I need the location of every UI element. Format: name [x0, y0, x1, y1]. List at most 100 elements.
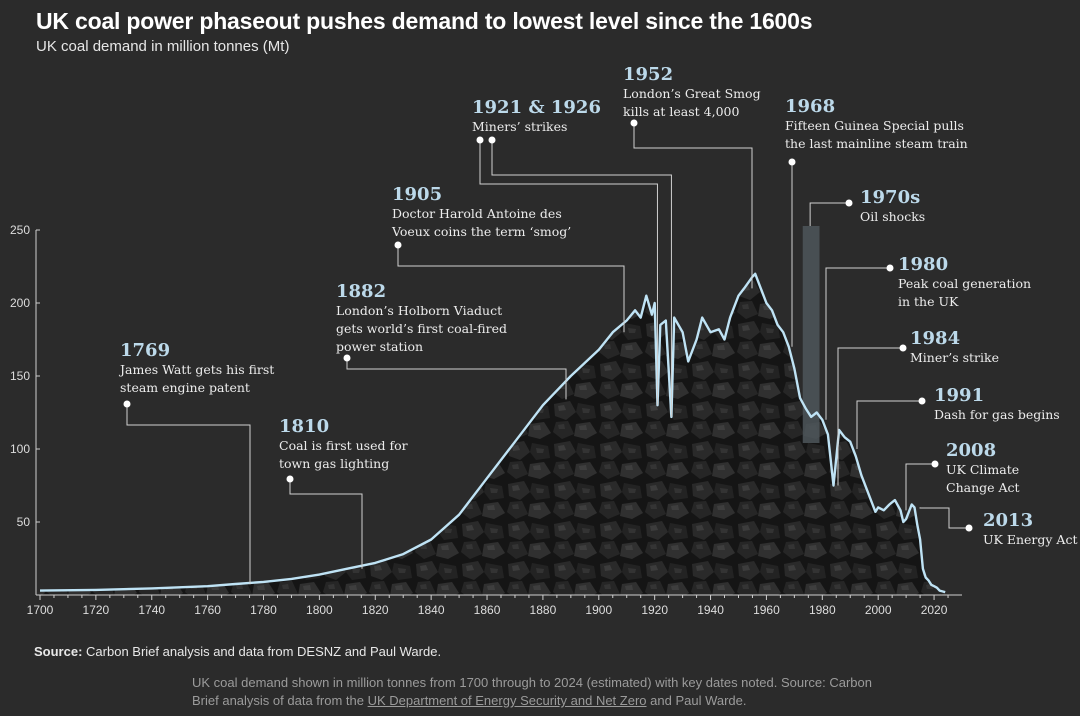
demand-line	[39, 272, 946, 594]
annotation-dot-1926	[488, 136, 496, 144]
annotation-dot-1980	[886, 264, 894, 272]
x-tick-label-2000: 2000	[865, 603, 892, 617]
leader-line-1952	[633, 123, 753, 289]
annotation-year-1905: 1905	[392, 184, 442, 205]
leader-line-1921	[479, 140, 658, 406]
x-tick-label-1840: 1840	[418, 603, 445, 617]
x-tick-label-1760: 1760	[194, 603, 221, 617]
annotation-dot-1984	[899, 344, 907, 352]
source-note: Source: Carbon Brief analysis and data f…	[34, 644, 441, 659]
x-tick-label-1920: 1920	[641, 603, 668, 617]
annotation-dot-1882	[343, 354, 351, 362]
leader-line-1810	[289, 479, 363, 569]
annotation-text-1968: Fifteen Guinea Special pulls	[785, 118, 964, 133]
x-tick-label-1740: 1740	[138, 603, 165, 617]
x-tick-label-1720: 1720	[83, 603, 110, 617]
annotation-dot-1968	[788, 158, 796, 166]
annotation-dot-2013	[965, 524, 973, 532]
y-tick-label-50: 50	[17, 515, 31, 529]
leader-line-1769	[126, 404, 251, 585]
annotation-dot-1921	[476, 136, 484, 144]
x-tick-label-1820: 1820	[362, 603, 389, 617]
caption: UK coal demand shown in million tonnes f…	[192, 674, 892, 710]
x-tick-label-1940: 1940	[697, 603, 724, 617]
annotation-year-1921-1926: 1921 & 1926	[472, 97, 601, 118]
leader-line-1882	[346, 358, 567, 400]
annotation-text-1968: the last mainline steam train	[785, 136, 968, 151]
annotation-text-2008: UK Climate	[946, 462, 1019, 477]
annotation-year-1968: 1968	[785, 96, 835, 117]
x-tick-label-1800: 1800	[306, 603, 333, 617]
leader-line-2013	[919, 507, 969, 529]
annotation-dot-1810	[286, 475, 294, 483]
leader-line-1991	[856, 400, 922, 449]
leader-line-1984	[837, 347, 903, 486]
annotation-year-1991: 1991	[934, 385, 984, 406]
leader-line-1970s	[809, 202, 848, 226]
annotation-dot-1991	[918, 397, 926, 405]
desnz-link[interactable]: UK Department of Energy Security and Net…	[367, 693, 647, 708]
annotation-text-1952: kills at least 4,000	[623, 104, 739, 119]
coal-demand-chart: 50 100 150 200 250 1700 1720 1740 1760 1780 1800 18…	[10, 64, 1078, 617]
x-tick-label-1960: 1960	[753, 603, 780, 617]
x-tick-label-1980: 1980	[809, 603, 836, 617]
y-tick-label-150: 150	[10, 369, 30, 383]
leader-line-1926	[491, 140, 672, 417]
caption-text: UK coal demand shown in million tonnes f…	[192, 675, 872, 708]
leader-line-1905	[397, 245, 625, 333]
x-tick-label-1900: 1900	[585, 603, 612, 617]
annotation-text-1905: Voeux coins the term ‘smog’	[391, 224, 571, 239]
annotation-text-1810: town gas lighting	[279, 456, 389, 471]
x-tick-label-1700: 1700	[27, 603, 54, 617]
annotation-text-2008: Change Act	[946, 480, 1020, 495]
plot-area: 50 100 150 200 250 1700 1720 1740 1760 1780 1800 18…	[10, 64, 1078, 617]
annotation-year-1984: 1984	[910, 328, 960, 349]
source-label: Source:	[34, 644, 83, 659]
annotation-text-1882: power station	[336, 339, 423, 354]
annotation-dot-1952	[630, 119, 638, 127]
annotation-year-1952: 1952	[623, 64, 673, 85]
annotation-dot-1769	[123, 400, 131, 408]
annotation-text-1882: gets world’s first coal-fired	[336, 321, 507, 336]
leader-line-2008	[905, 463, 935, 511]
annotation-text-1769: James Watt gets his first	[118, 362, 274, 377]
annotation-year-1970s: 1970s	[860, 187, 920, 208]
chart-subtitle: UK coal demand in million tonnes (Mt)	[36, 38, 290, 55]
annotation-year-1882: 1882	[336, 281, 386, 302]
x-tick-label-1880: 1880	[530, 603, 557, 617]
annotation-text-1769: steam engine patent	[120, 380, 250, 395]
annotation-dot-2008	[931, 460, 939, 468]
caption-text-end: and Paul Warde.	[650, 693, 747, 708]
annotation-text-1882: London’s Holborn Viaduct	[336, 303, 502, 318]
annotation-text-1984: Miner’s strike	[910, 350, 999, 365]
annotation-text-1905: Doctor Harold Antoine des	[392, 206, 562, 221]
annotation-text-1980: Peak coal generation	[898, 276, 1031, 291]
annotation-text-1952: London’s Great Smog	[623, 86, 761, 101]
oil-shock-band	[802, 226, 820, 444]
annotation-text-1810: Coal is first used for	[279, 438, 408, 453]
y-tick-label-250: 250	[10, 223, 30, 237]
y-tick-label-200: 200	[10, 296, 30, 310]
annotation-year-2008: 2008	[946, 440, 996, 461]
x-tick-label-1860: 1860	[474, 603, 501, 617]
y-tick-label-100: 100	[10, 442, 30, 456]
annotation-text-1980: in the UK	[898, 294, 959, 309]
annotation-text-2013: UK Energy Act	[983, 532, 1077, 547]
annotation-text-1970s: Oil shocks	[860, 209, 925, 224]
annotation-text-1921-1926: Miners’ strikes	[472, 119, 567, 134]
annotation-year-1810: 1810	[279, 416, 329, 437]
x-tick-label-2020: 2020	[921, 603, 948, 617]
